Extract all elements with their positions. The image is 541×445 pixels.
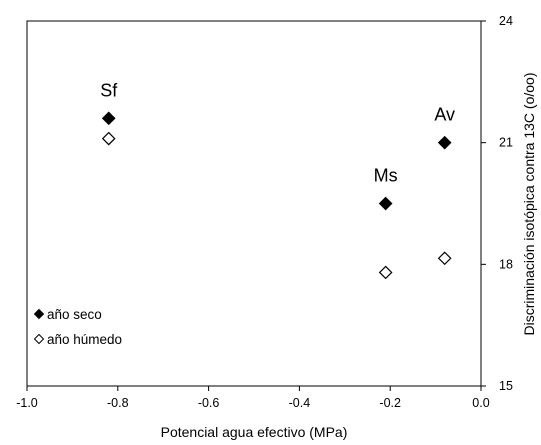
data-point-ano-seco [378,196,393,211]
data-point-ano-humedo [101,131,116,146]
x-axis-title: Potencial agua efectivo (MPa) [161,424,348,440]
points-layer [101,111,452,280]
y-tick-label: 24 [499,14,513,28]
legend-label: año húmedo [47,332,122,347]
x-tick-label: -0.8 [107,396,129,410]
y-tick-label: 18 [499,257,513,271]
point-label: Av [434,105,455,125]
x-tick-label: -0.2 [379,396,401,410]
legend: año seco año húmedo [33,307,122,347]
ticks-layer: -1.0 -0.8 -0.6 -0.4 -0.2 0.0 15 18 21 24 [16,14,513,410]
data-point-ano-seco [437,135,452,150]
x-tick-label: -1.0 [16,396,38,410]
point-label: Ms [374,166,398,186]
legend-label: año seco [47,307,102,322]
plot-frame [26,20,482,387]
data-point-ano-humedo [378,265,393,280]
y-tick-label: 15 [499,379,513,393]
point-label: Sf [100,80,118,100]
y-axis-title: Discriminación isotópica contra 13C (o/o… [521,73,537,336]
y-tick-label: 21 [499,136,513,150]
x-tick-label: -0.4 [289,396,311,410]
point-labels-layer: Sf Ms Av [100,80,455,185]
x-tick-label: -0.6 [198,396,220,410]
legend-marker-filled-diamond [33,308,45,320]
legend-marker-open-diamond [33,333,45,345]
data-point-ano-humedo [437,251,452,266]
data-point-ano-seco [101,111,116,126]
x-tick-label: 0.0 [472,396,489,410]
